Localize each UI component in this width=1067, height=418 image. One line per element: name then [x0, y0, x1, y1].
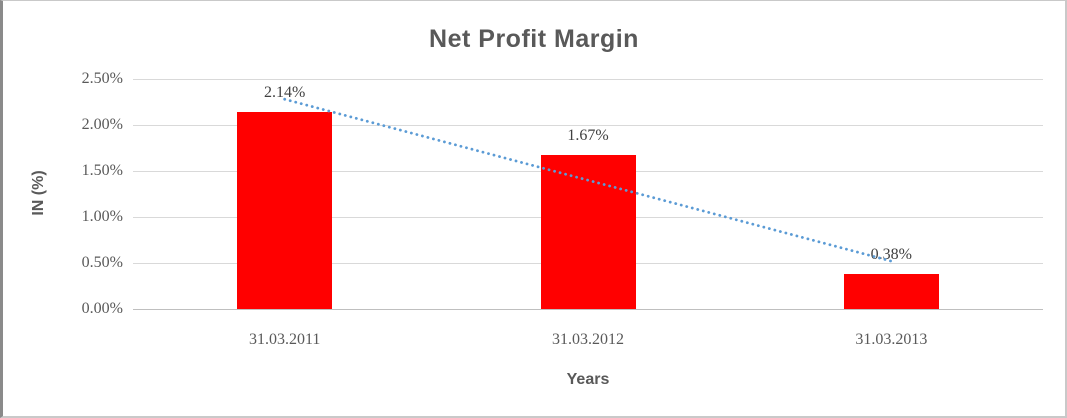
bar — [237, 112, 333, 309]
x-category-label: 31.03.2013 — [855, 331, 928, 348]
y-tick-label: 2.50% — [81, 70, 123, 87]
x-category-label: 31.03.2011 — [248, 331, 321, 348]
gridline — [133, 79, 1043, 80]
x-category-label: 31.03.2012 — [552, 331, 624, 348]
trendline — [283, 97, 893, 263]
x-axis-line — [133, 309, 1043, 310]
y-tick-label: 0.50% — [81, 254, 123, 271]
bar-data-label: 2.14% — [263, 84, 306, 102]
y-tick-label: 0.00% — [81, 300, 123, 317]
bar — [843, 274, 939, 309]
y-tick-label: 1.50% — [81, 162, 123, 179]
bar-data-label: 0.38% — [870, 246, 912, 264]
y-tick-label: 1.00% — [81, 208, 123, 225]
bar-data-label: 1.67% — [567, 127, 609, 145]
y-tick-label: 2.00% — [81, 116, 123, 133]
x-axis-title: Years — [566, 371, 610, 388]
bar — [540, 155, 636, 309]
chart-title: Net Profit Margin — [429, 25, 639, 53]
